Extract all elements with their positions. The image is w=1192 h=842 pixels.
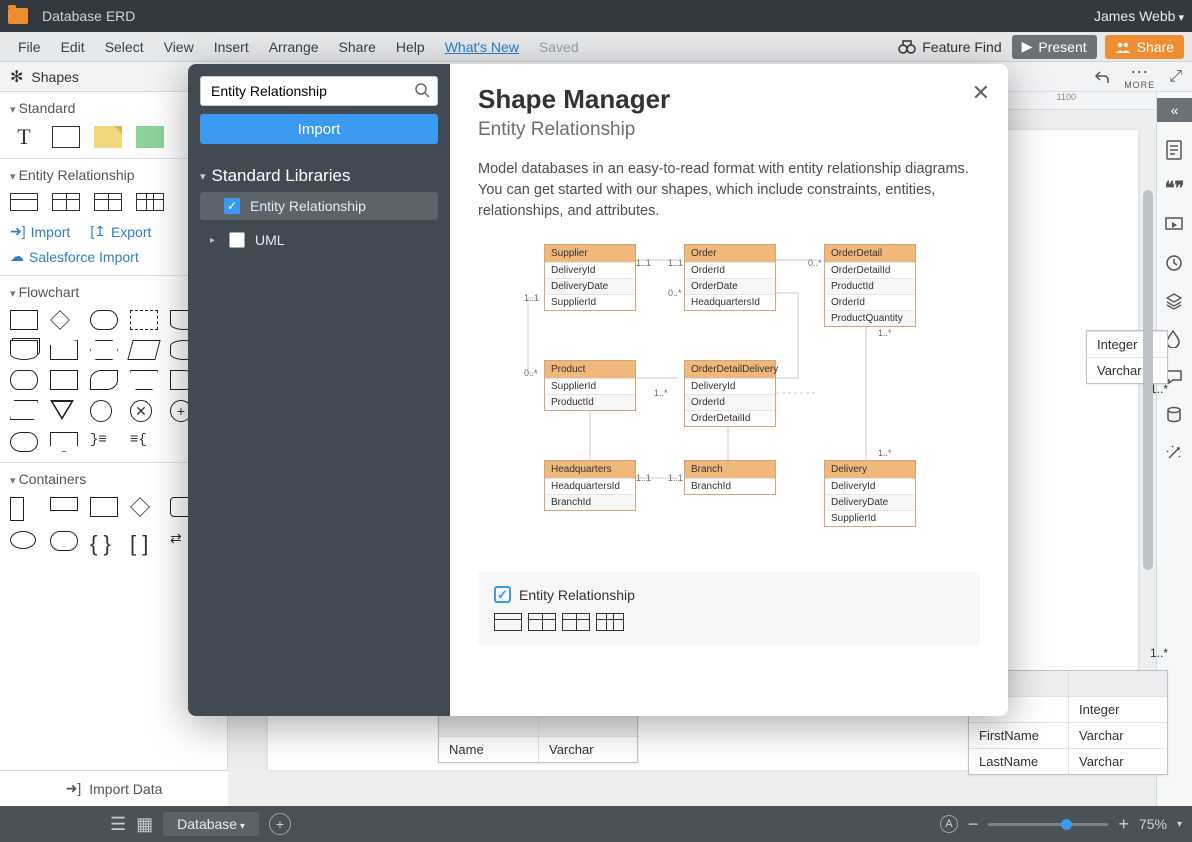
close-button[interactable]: ✕ bbox=[972, 80, 990, 106]
preview-cardinality: 1..1 bbox=[668, 473, 683, 483]
preview-cardinality: 1..1 bbox=[524, 293, 539, 303]
preview-checkbox-icon[interactable]: ✓ bbox=[494, 586, 511, 603]
modal-subtitle: Entity Relationship bbox=[478, 119, 980, 141]
preview-er-shape-1[interactable] bbox=[494, 613, 522, 631]
preview-table: OrderDetailOrderDetailIdProductIdOrderId… bbox=[824, 244, 916, 327]
preview-table: DeliveryDeliveryIdDeliveryDateSupplierId bbox=[824, 460, 916, 527]
preview-cardinality: 0..* bbox=[668, 288, 682, 298]
modal-backdrop: Import Standard Libraries ✓ Entity Relat… bbox=[0, 0, 1192, 842]
preview-er-shape-4[interactable] bbox=[596, 613, 624, 631]
modal-content: ✕ Shape Manager Entity Relationship Mode… bbox=[450, 64, 1008, 716]
preview-cardinality: 1..1 bbox=[636, 473, 651, 483]
checkbox-checked-icon[interactable]: ✓ bbox=[224, 198, 240, 214]
preview-cardinality: 1..* bbox=[878, 448, 892, 458]
modal-description: Model databases in an easy-to-read forma… bbox=[478, 159, 980, 222]
lib-item-entity-relationship[interactable]: ✓ Entity Relationship bbox=[200, 192, 438, 220]
preview-cardinality: 1..1 bbox=[636, 258, 651, 268]
preview-cardinality: 1..1 bbox=[668, 258, 683, 268]
preview-diagram: SupplierDeliveryIdDeliveryDateSupplierId… bbox=[478, 238, 980, 568]
search-icon[interactable] bbox=[414, 82, 430, 98]
import-button[interactable]: Import bbox=[200, 114, 438, 144]
preview-table: SupplierDeliveryIdDeliveryDateSupplierId bbox=[544, 244, 636, 311]
preview-table: OrderDetailDeliveryDeliveryIdOrderIdOrde… bbox=[684, 360, 776, 427]
modal-sidebar: Import Standard Libraries ✓ Entity Relat… bbox=[188, 64, 450, 716]
preview-er-shape-3[interactable] bbox=[562, 613, 590, 631]
preview-table: OrderOrderIdOrderDateHeadquartersId bbox=[684, 244, 776, 311]
preview-checkbox-label: Entity Relationship bbox=[519, 587, 635, 603]
preview-table: BranchBranchId bbox=[684, 460, 776, 495]
preview-cardinality: 1..* bbox=[878, 328, 892, 338]
preview-table: HeadquartersHeadquartersIdBranchId bbox=[544, 460, 636, 511]
standard-libraries-header[interactable]: Standard Libraries bbox=[200, 166, 438, 186]
modal-title: Shape Manager bbox=[478, 84, 980, 115]
preview-cardinality: 0..* bbox=[524, 368, 538, 378]
preview-er-shape-2[interactable] bbox=[528, 613, 556, 631]
checkbox-empty-icon[interactable] bbox=[229, 232, 245, 248]
library-preview-box: ✓ Entity Relationship bbox=[478, 572, 980, 645]
shape-search-input[interactable] bbox=[200, 76, 438, 106]
shape-manager-modal: Import Standard Libraries ✓ Entity Relat… bbox=[188, 64, 1008, 716]
preview-cardinality: 0..* bbox=[808, 258, 822, 268]
lib-item-uml[interactable]: UML bbox=[200, 226, 438, 254]
preview-cardinality: 1..* bbox=[654, 388, 668, 398]
preview-table: ProductSupplierIdProductId bbox=[544, 360, 636, 411]
